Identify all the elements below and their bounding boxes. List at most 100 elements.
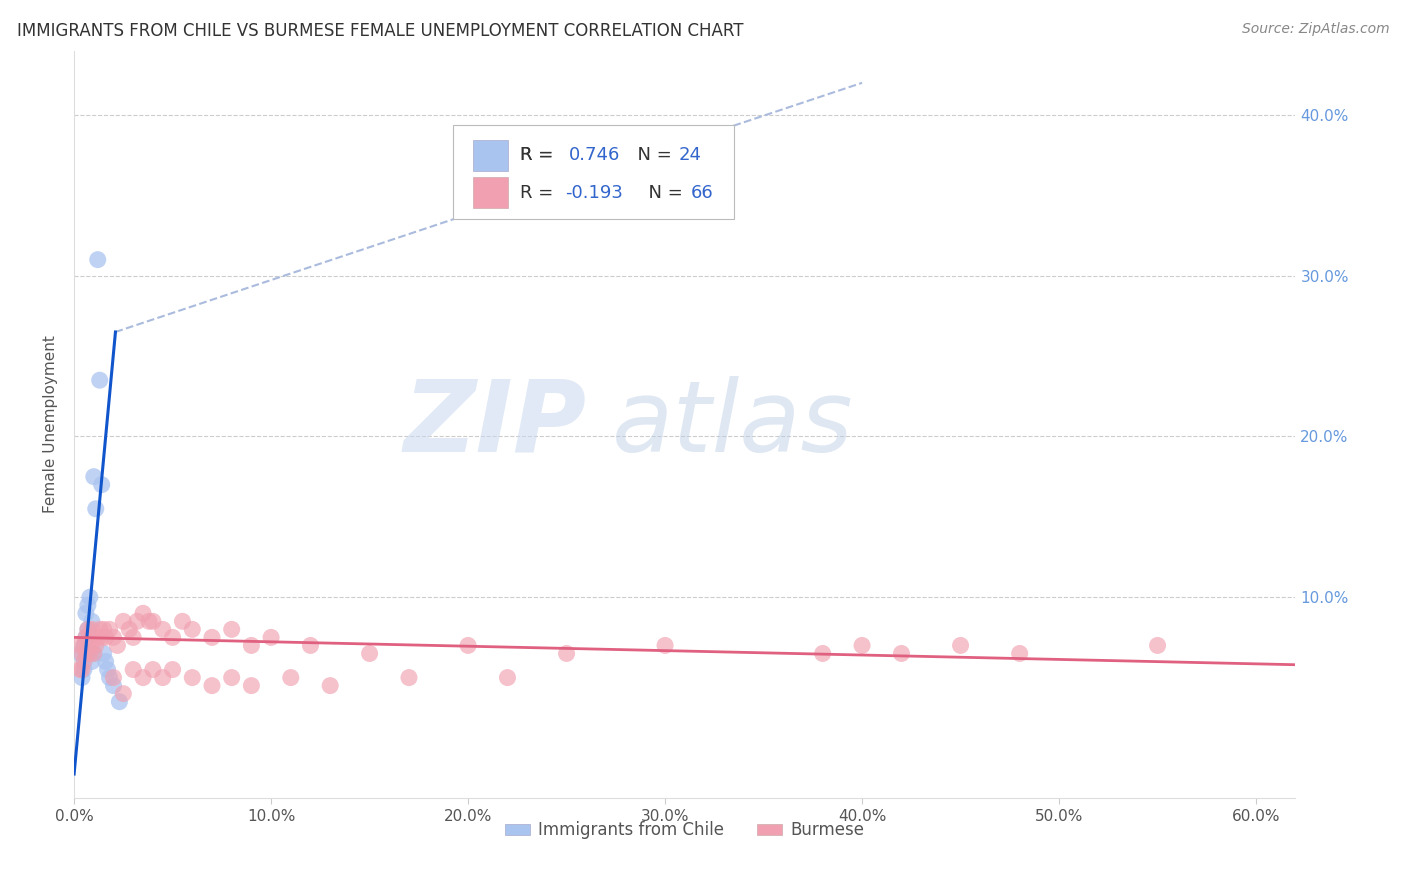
Point	[93, 647, 115, 661]
Point	[172, 615, 194, 629]
Point	[221, 671, 243, 685]
Point	[319, 679, 342, 693]
Point	[181, 671, 204, 685]
Legend: Immigrants from Chile, Burmese: Immigrants from Chile, Burmese	[498, 814, 872, 846]
Point	[84, 639, 107, 653]
Point	[73, 655, 96, 669]
Point	[90, 631, 112, 645]
Point	[240, 639, 263, 653]
Text: 0.746: 0.746	[569, 146, 620, 164]
Point	[84, 501, 107, 516]
Point	[127, 615, 149, 629]
Point	[70, 647, 93, 661]
Point	[221, 623, 243, 637]
Text: N =: N =	[637, 184, 689, 202]
Point	[83, 631, 105, 645]
Point	[87, 252, 110, 267]
Point	[107, 639, 129, 653]
Point	[118, 623, 141, 637]
Point	[108, 695, 131, 709]
Point	[89, 373, 111, 387]
Point	[73, 639, 96, 653]
Point	[890, 647, 912, 661]
Point	[75, 607, 97, 621]
Point	[83, 469, 105, 483]
Point	[70, 671, 93, 685]
Point	[152, 623, 174, 637]
Text: IMMIGRANTS FROM CHILE VS BURMESE FEMALE UNEMPLOYMENT CORRELATION CHART: IMMIGRANTS FROM CHILE VS BURMESE FEMALE …	[17, 22, 744, 40]
Point	[75, 631, 97, 645]
Text: -0.193: -0.193	[565, 184, 623, 202]
Point	[83, 647, 105, 661]
Point	[73, 639, 96, 653]
Point	[98, 671, 121, 685]
Point	[77, 599, 100, 613]
Point	[73, 663, 96, 677]
Point	[87, 631, 110, 645]
Point	[79, 591, 101, 605]
Text: ZIP: ZIP	[404, 376, 588, 473]
Point	[654, 639, 676, 653]
Point	[142, 615, 165, 629]
Point	[98, 623, 121, 637]
Point	[97, 663, 120, 677]
Point	[240, 679, 263, 693]
Point	[122, 631, 145, 645]
Point	[75, 647, 97, 661]
Point	[1008, 647, 1031, 661]
Point	[138, 615, 160, 629]
Point	[75, 631, 97, 645]
Text: 24: 24	[679, 146, 702, 164]
Point	[90, 477, 112, 491]
Point	[132, 607, 155, 621]
Point	[73, 655, 96, 669]
Point	[80, 623, 103, 637]
Text: R =: R =	[520, 146, 565, 164]
Point	[103, 631, 125, 645]
Point	[103, 671, 125, 685]
Bar	[474, 177, 508, 209]
Point	[80, 655, 103, 669]
Point	[555, 647, 578, 661]
Point	[280, 671, 302, 685]
Point	[69, 647, 91, 661]
Text: N =: N =	[626, 146, 678, 164]
Text: Source: ZipAtlas.com: Source: ZipAtlas.com	[1241, 22, 1389, 37]
FancyBboxPatch shape	[453, 126, 734, 219]
Point	[77, 623, 100, 637]
Point	[80, 615, 103, 629]
Bar	[474, 140, 508, 171]
Point	[69, 663, 91, 677]
Point	[359, 647, 381, 661]
Point	[457, 639, 479, 653]
Point	[83, 647, 105, 661]
Text: R =: R =	[520, 184, 560, 202]
Point	[89, 623, 111, 637]
Point	[811, 647, 834, 661]
Point	[201, 679, 224, 693]
Point	[70, 663, 93, 677]
Point	[80, 639, 103, 653]
Point	[112, 615, 135, 629]
Text: 66: 66	[690, 184, 714, 202]
Point	[181, 623, 204, 637]
Point	[1146, 639, 1168, 653]
Point	[69, 639, 91, 653]
Point	[94, 655, 117, 669]
Point	[103, 679, 125, 693]
Text: R =: R =	[520, 146, 565, 164]
Point	[142, 663, 165, 677]
Point	[949, 639, 972, 653]
Point	[79, 631, 101, 645]
Point	[496, 671, 519, 685]
Text: atlas: atlas	[612, 376, 853, 473]
Y-axis label: Female Unemployment: Female Unemployment	[44, 335, 58, 514]
Point	[77, 639, 100, 653]
Point	[122, 663, 145, 677]
Point	[162, 663, 184, 677]
Point	[299, 639, 322, 653]
Point	[93, 623, 115, 637]
Point	[162, 631, 184, 645]
Point	[79, 647, 101, 661]
Point	[132, 671, 155, 685]
